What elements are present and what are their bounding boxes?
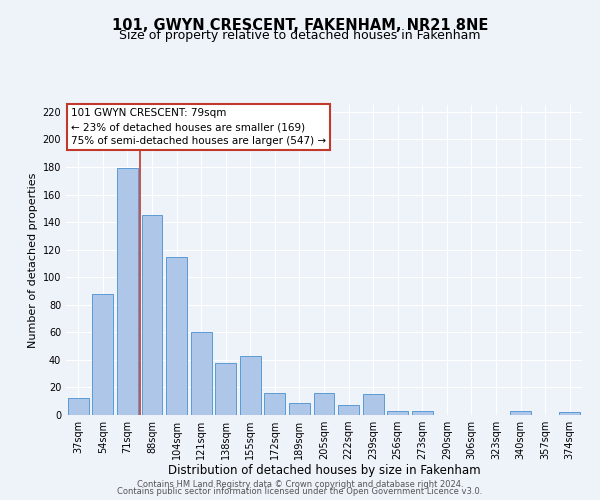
Bar (387, 411, 408, 415)
Bar (314, 393, 334, 415)
Bar (510, 411, 531, 415)
Bar (191, 332, 212, 415)
Bar (338, 406, 359, 415)
Bar (289, 402, 310, 415)
Bar (215, 362, 236, 415)
Text: 101 GWYN CRESCENT: 79sqm
← 23% of detached houses are smaller (169)
75% of semi-: 101 GWYN CRESCENT: 79sqm ← 23% of detach… (71, 108, 326, 146)
Bar (412, 411, 433, 415)
Text: Size of property relative to detached houses in Fakenham: Size of property relative to detached ho… (119, 29, 481, 42)
Text: Contains public sector information licensed under the Open Government Licence v3: Contains public sector information licen… (118, 487, 482, 496)
Y-axis label: Number of detached properties: Number of detached properties (28, 172, 38, 348)
Bar (92, 294, 113, 415)
Bar (559, 412, 580, 415)
Bar (362, 394, 383, 415)
Text: Contains HM Land Registry data © Crown copyright and database right 2024.: Contains HM Land Registry data © Crown c… (137, 480, 463, 489)
Bar (142, 215, 163, 415)
Bar (117, 168, 138, 415)
Bar (265, 393, 286, 415)
Bar (68, 398, 89, 415)
X-axis label: Distribution of detached houses by size in Fakenham: Distribution of detached houses by size … (167, 464, 481, 476)
Text: 101, GWYN CRESCENT, FAKENHAM, NR21 8NE: 101, GWYN CRESCENT, FAKENHAM, NR21 8NE (112, 18, 488, 32)
Bar (166, 256, 187, 415)
Bar (240, 356, 261, 415)
